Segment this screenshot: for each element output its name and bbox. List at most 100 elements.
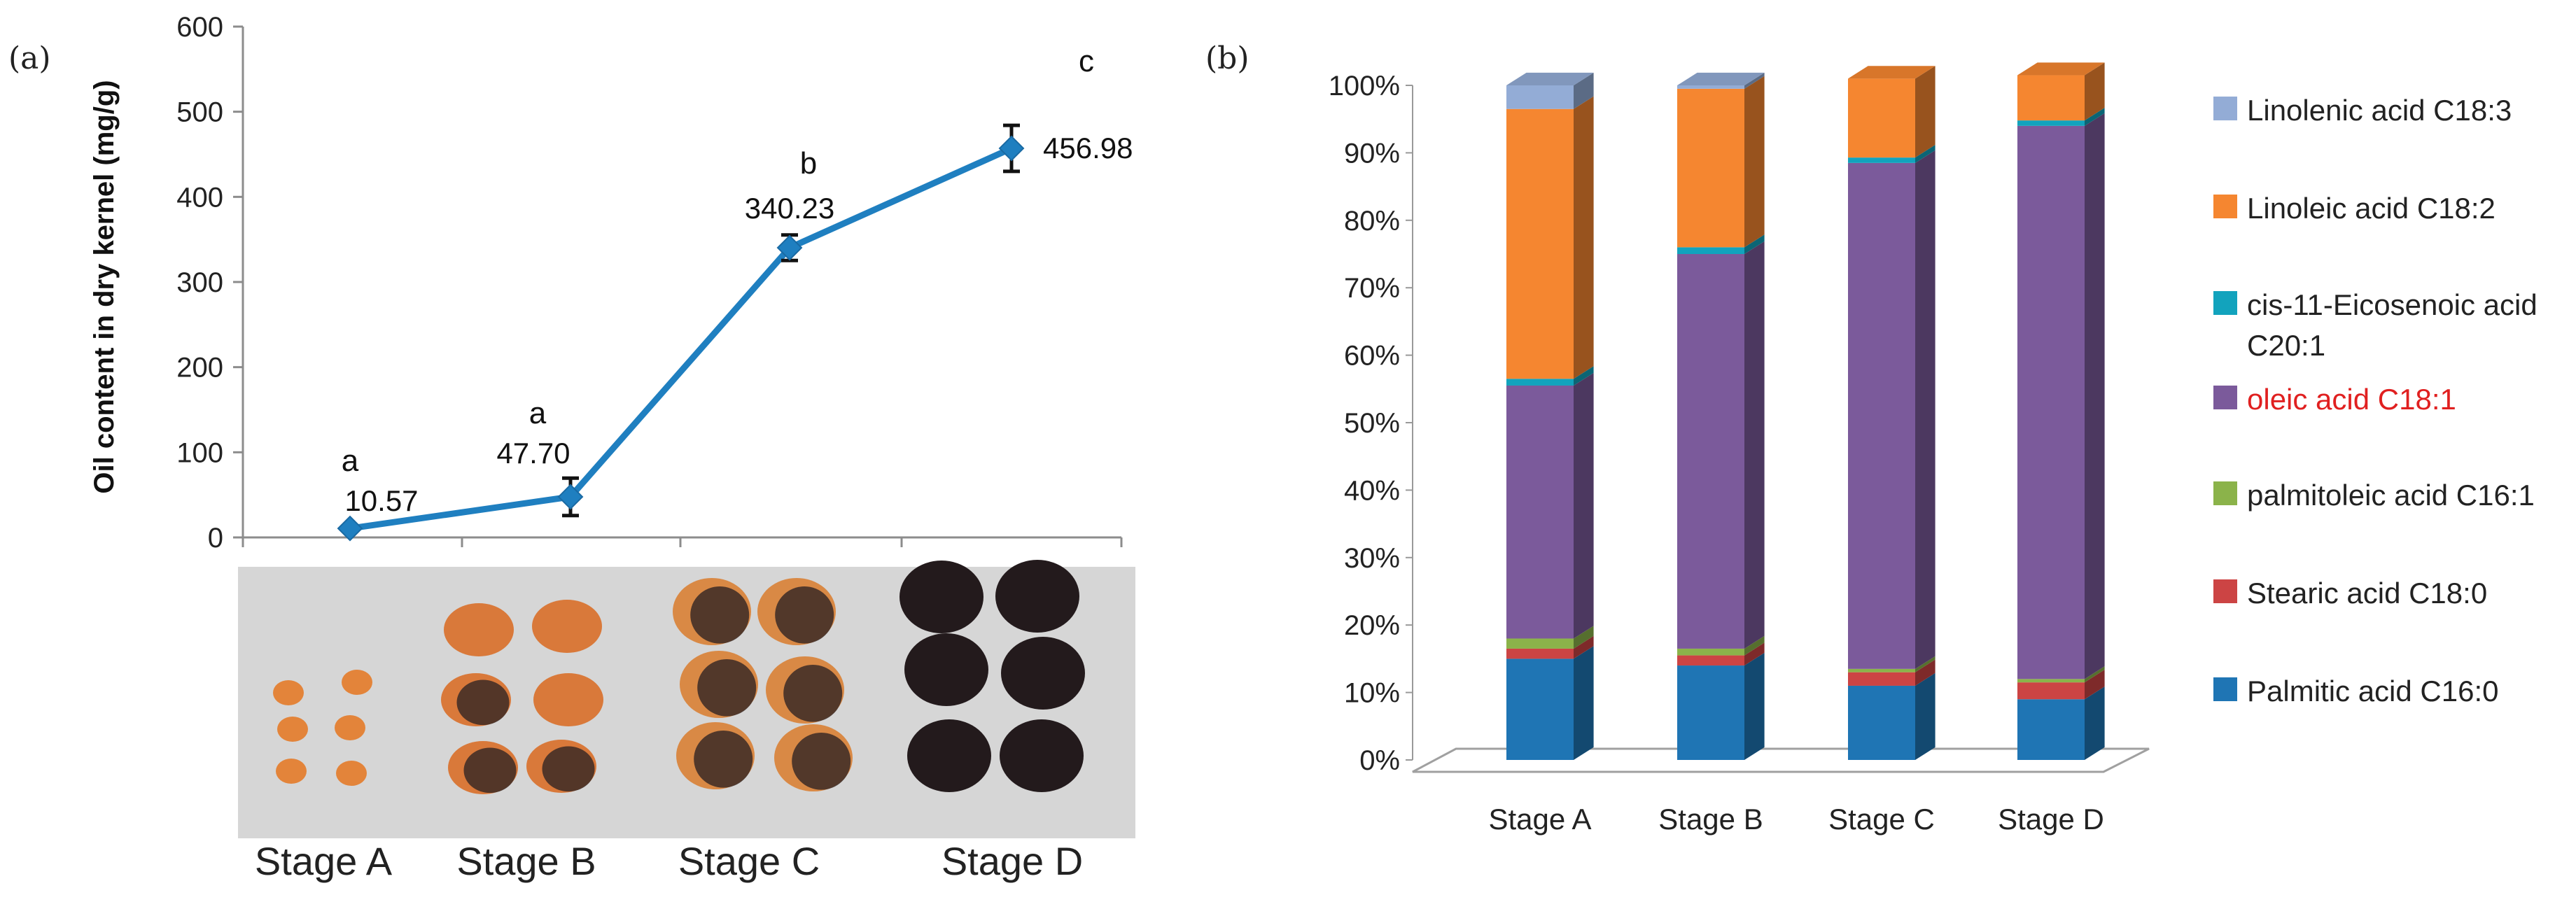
- bar-segment-front: [1506, 385, 1574, 639]
- legend-label: C20:1: [2247, 329, 2325, 362]
- bar-segment-side: [1744, 635, 1765, 656]
- bar-top-face: [1677, 72, 1765, 85]
- data-value-label: 456.98: [1043, 132, 1133, 164]
- bar-segment-side: [1915, 672, 1935, 760]
- bar-segment-front: [1677, 665, 1744, 760]
- y-tick-label: 0: [208, 523, 223, 554]
- bar-segment-front: [1506, 108, 1574, 379]
- photo-stage-label: Stage C: [678, 839, 820, 883]
- panel-label-a: (a): [8, 41, 51, 76]
- bar-segment-front: [1848, 672, 1915, 686]
- bar-segment-side: [1744, 72, 1765, 89]
- y-tick-label: 600: [176, 12, 223, 43]
- legend-label: Palmitic acid C16:0: [2247, 675, 2498, 707]
- data-point-marker: [557, 484, 584, 510]
- data-value-label: 10.57: [344, 484, 418, 517]
- bar-segment-side: [1915, 144, 1935, 163]
- kernel: [335, 715, 365, 740]
- bar-segment-front: [1677, 254, 1744, 649]
- bar-segment-side: [1574, 72, 1594, 109]
- significance-letter: a: [342, 444, 359, 478]
- bar-segment-side: [1574, 366, 1594, 386]
- y-tick-label: 40%: [1344, 475, 1400, 506]
- kernel: [907, 719, 991, 792]
- bar-segment-front: [1848, 162, 1915, 669]
- bar-segment-front: [2017, 679, 2085, 683]
- bar-segment-front: [1506, 648, 1574, 659]
- bar-segment-front: [1677, 85, 1744, 89]
- y-tick-label: 100%: [1329, 71, 1400, 101]
- bar-segment-front: [1848, 157, 1915, 163]
- bar-segment-side: [2085, 666, 2105, 683]
- kernel: [336, 761, 367, 786]
- bar-segment-front: [1677, 648, 1744, 656]
- kernel: [1000, 719, 1084, 792]
- y-tick-label: 10%: [1344, 678, 1400, 709]
- x-category-label: Stage C: [1828, 803, 1935, 836]
- legend-label: Linoleic acid C18:2: [2247, 192, 2496, 225]
- bar-segment-front: [1848, 668, 1915, 672]
- bar-segment-side: [2085, 107, 2105, 126]
- y-axis-title: Oil content in dry kernel (mg/g): [89, 80, 120, 493]
- kernel: [899, 561, 983, 633]
- kernel: [904, 633, 988, 706]
- bar-segment-side: [2085, 686, 2105, 760]
- kernel-dark-patch: [690, 586, 750, 644]
- kernel: [277, 717, 308, 742]
- x-category-label: Stage D: [1998, 803, 2104, 836]
- bar-segment-front: [1848, 78, 1915, 158]
- legend-swatch: [2213, 481, 2237, 505]
- legend-label: palmitoleic acid C16:1: [2247, 479, 2535, 512]
- bar-segment-front: [1506, 379, 1574, 386]
- bar-segment-side: [1574, 626, 1594, 649]
- bar-segment-side: [1744, 234, 1765, 254]
- legend-swatch: [2213, 386, 2237, 409]
- legend-label: cis-11-Eicosenoic acid: [2247, 288, 2538, 321]
- kernel: [533, 673, 603, 726]
- significance-letter: b: [800, 146, 817, 181]
- bar-segment-side: [1744, 76, 1765, 248]
- y-tick-label: 50%: [1344, 408, 1400, 439]
- bar-segment-side: [1744, 642, 1765, 666]
- kernel: [276, 759, 307, 784]
- bar-segment-side: [1744, 652, 1765, 760]
- y-tick-label: 300: [176, 267, 223, 298]
- bar-segment-side: [1744, 241, 1765, 649]
- y-tick-label: 90%: [1344, 138, 1400, 169]
- y-tick-label: 80%: [1344, 206, 1400, 237]
- bar-segment-side: [1915, 66, 1935, 158]
- bar-segment-front: [2017, 125, 2085, 679]
- kernel: [342, 670, 372, 695]
- bar-segment-front: [2017, 699, 2085, 760]
- bar-segment-front: [1677, 88, 1744, 248]
- bar-top-face: [1848, 66, 1935, 79]
- bar-segment-front: [2017, 75, 2085, 121]
- oil-content-line-chart: Oil content in dry kernel (mg/g) 0 100 200…: [89, 12, 1133, 554]
- y-tick-label: 70%: [1344, 273, 1400, 304]
- kernel: [273, 680, 304, 705]
- x-category-label: Stage B: [1658, 803, 1763, 836]
- bar-segment-side: [1915, 659, 1935, 686]
- bar-segment-front: [1506, 638, 1574, 649]
- kernel: [995, 560, 1079, 633]
- bar-segment-side: [2085, 113, 2105, 679]
- photo-stage-label: Stage D: [941, 839, 1083, 883]
- bar-segment-front: [1677, 655, 1744, 666]
- panel-label-b: (b): [1205, 41, 1250, 76]
- y-tick-label: 20%: [1344, 610, 1400, 641]
- kernel-dark-patch: [542, 746, 595, 792]
- legend-swatch: [2213, 579, 2237, 603]
- bar-segment-side: [1574, 635, 1594, 659]
- x-category-label: Stage A: [1488, 803, 1591, 836]
- bar-top-face: [1506, 72, 1594, 85]
- bar-top-face: [2017, 62, 2105, 76]
- bar-segment-front: [1848, 685, 1915, 760]
- photo-label-strip: [238, 838, 1135, 889]
- bar-segment-front: [2017, 682, 2085, 700]
- legend-label: Linolenic acid C18:3: [2247, 94, 2512, 127]
- kernel-dark-patch: [792, 733, 851, 790]
- y-tick-label: 500: [176, 97, 223, 128]
- data-value-label: 340.23: [745, 192, 834, 225]
- y-tick-label: 60%: [1344, 341, 1400, 372]
